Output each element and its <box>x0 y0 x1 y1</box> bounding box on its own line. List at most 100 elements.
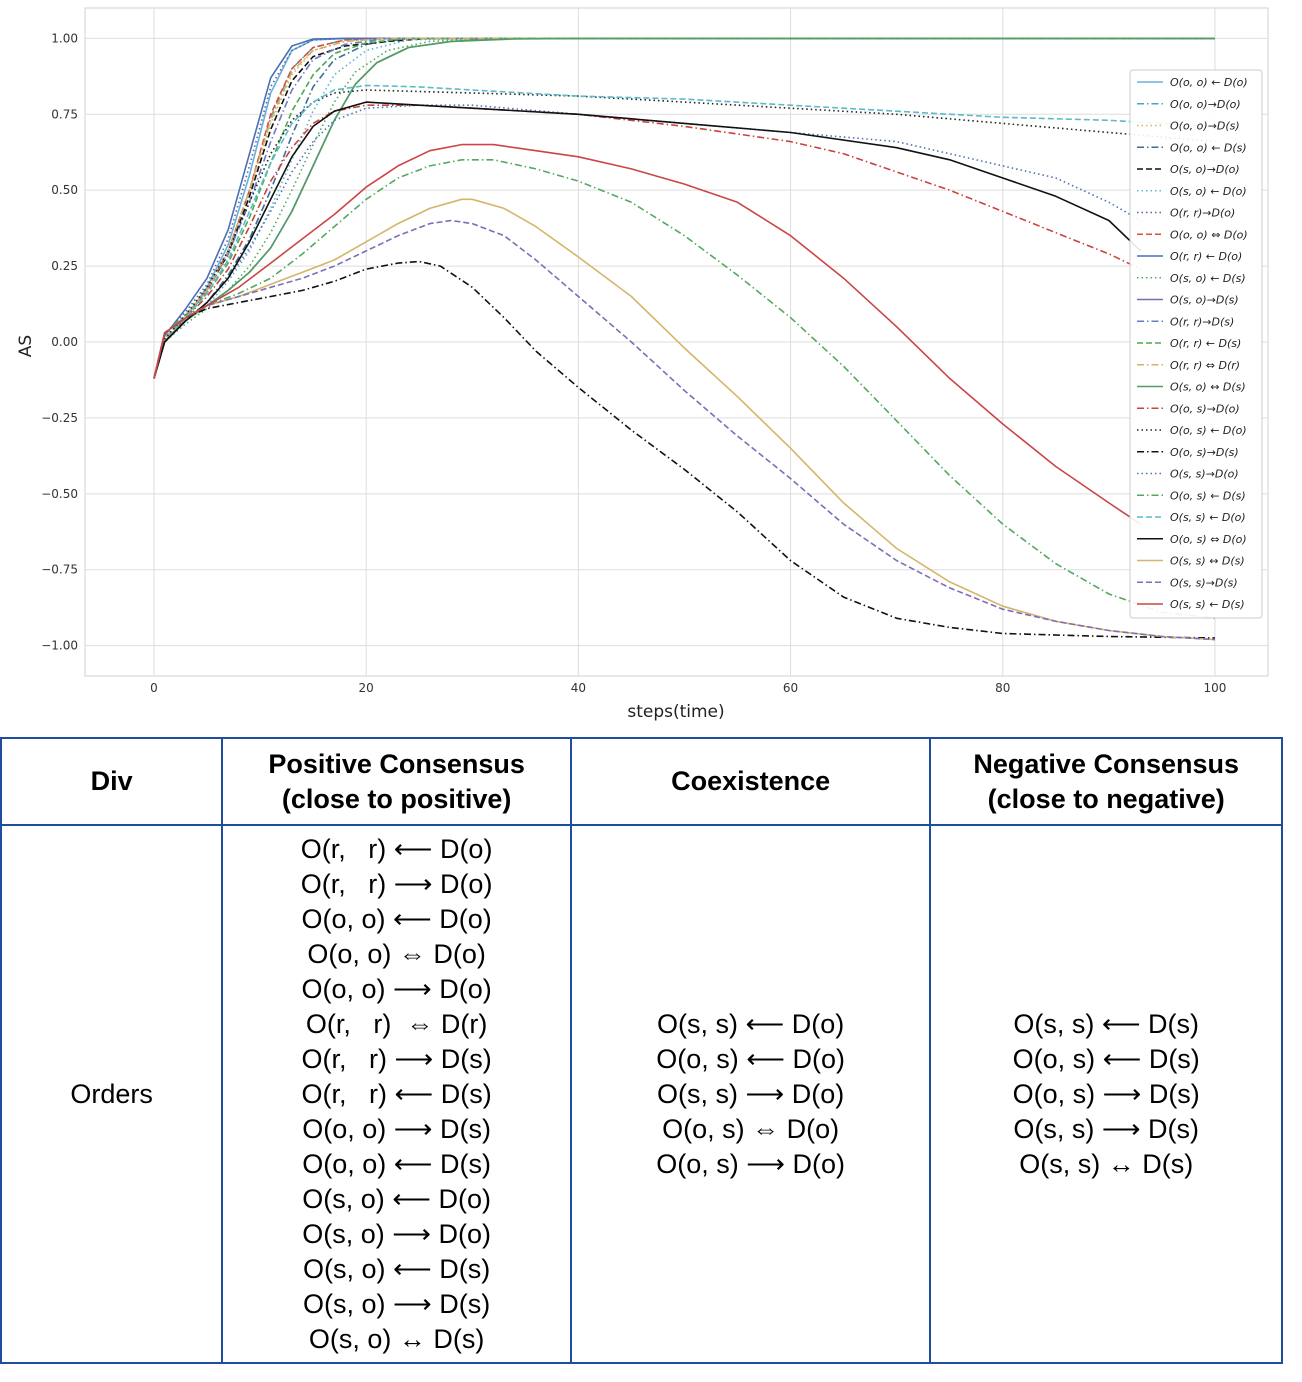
x-tick-label: 20 <box>359 681 374 695</box>
legend-entry: O(o, o)→D(s) <box>1170 120 1240 133</box>
legend-entry: O(s, o) ↔ D(s) <box>1170 381 1246 394</box>
negative-order-3: O(o, s) ⟶ D(s) <box>1012 1078 1200 1109</box>
series-line-24 <box>153 219 1216 641</box>
legend-entry: O(o, s)→D(s) <box>1170 446 1239 459</box>
y-tick-labels: 1.00 0.75 0.50 0.25 0.00 −0.25 −0.50 −0.75 −1.00 <box>41 31 78 652</box>
legend-box <box>1129 69 1263 619</box>
y-tick-label: 0.50 <box>51 183 78 197</box>
legend-entry: O(s, o) ← D(s) <box>1170 272 1246 285</box>
series-line-14 <box>153 37 1215 379</box>
header-negative-line1: Negative Consensus <box>973 748 1239 779</box>
table-row: Orders O(r, r) ⟵ D(o) O(r, r) ⟶ D(o) O(o, … <box>0 824 1283 1364</box>
y-tick-label: 1.00 <box>51 31 78 45</box>
positive-order-11: O(s, o) ⟵ D(o) <box>302 1183 491 1214</box>
positive-order-4: O(o, o) ⇔ D(o) <box>307 938 486 969</box>
positive-order-7: O(r, r) ⟶ D(s) <box>301 1043 492 1074</box>
coexistence-order-5: O(o, s) ⟶ D(o) <box>656 1148 845 1179</box>
legend-entry: O(s, s) ← D(s) <box>1170 598 1245 611</box>
legend-entry: O(s, s)→D(o) <box>1170 468 1239 481</box>
series-line-22 <box>153 101 1142 379</box>
legend-entry: O(r, r) ⇔ D(r) <box>1170 359 1240 372</box>
header-positive-line2: (close to positive) <box>281 783 512 814</box>
series-line-20 <box>153 159 1216 620</box>
header-positive-consensus: Positive Consensus (close to positive) <box>221 737 572 826</box>
results-table: Div Positive Consensus (close to positiv… <box>0 737 1283 1364</box>
legend: O(o, o) ← D(o) O(o, o)→D(o) O(o, o)→D(s) O(… <box>1129 69 1263 619</box>
results-table-container: Div Positive Consensus (close to positiv… <box>0 737 1284 1365</box>
legend-entry: O(s, o)→D(o) <box>1170 163 1240 176</box>
legend-entry: O(s, s) ← D(o) <box>1170 511 1246 524</box>
header-negative-line2: (close to negative) <box>987 783 1225 814</box>
positive-order-15: O(s, o) ↔ D(s) <box>308 1323 485 1354</box>
positive-order-14: O(s, o) ⟶ D(s) <box>303 1288 491 1319</box>
legend-entry: O(o, o)→D(o) <box>1170 98 1241 111</box>
header-div: Div <box>0 737 224 826</box>
x-tick-labels: 0 20 40 60 80 100 <box>150 681 1226 695</box>
legend-entry: O(r, r)→D(s) <box>1170 315 1234 328</box>
coexistence-order-1: O(s, s) ⟵ D(o) <box>657 1008 845 1039</box>
row-label-orders: Orders <box>0 824 224 1364</box>
positive-order-10: O(o, o) ⟵ D(s) <box>302 1148 491 1179</box>
x-tick-label: 40 <box>571 681 586 695</box>
coexistence-order-4: O(o, s) ⇔ D(o) <box>662 1113 840 1144</box>
series-line-23 <box>153 198 1216 641</box>
legend-entry: O(r, r) ← D(o) <box>1170 250 1242 263</box>
series-line-17 <box>153 89 1216 379</box>
legend-entry: O(o, s) ← D(o) <box>1170 424 1247 437</box>
legend-entry: O(s, o)→D(s) <box>1170 294 1239 307</box>
positive-order-5: O(o, o) ⟶ D(o) <box>301 973 492 1004</box>
positive-order-13: O(s, o) ⟵ D(s) <box>303 1253 491 1284</box>
y-tick-label: −0.50 <box>41 487 78 501</box>
negative-order-5: O(s, s) ↔ D(s) <box>1019 1148 1194 1179</box>
y-axis-title: AS <box>16 335 36 357</box>
series-line-12 <box>153 37 1215 379</box>
legend-entry: O(o, o) ← D(s) <box>1170 141 1247 154</box>
y-tick-label: 0.75 <box>51 107 78 121</box>
series-line-18 <box>153 260 1216 639</box>
x-tick-label: 80 <box>995 681 1010 695</box>
negative-order-4: O(s, s) ⟶ D(s) <box>1013 1113 1200 1144</box>
series-line-9 <box>153 37 1215 379</box>
series-line-16 <box>153 104 1142 379</box>
y-tick-label: 0.25 <box>51 259 78 273</box>
y-tick-label: −1.00 <box>41 639 78 653</box>
positive-orders-cell: O(r, r) ⟵ D(o) O(r, r) ⟶ D(o) O(o, o) ⟵ D(… <box>221 824 572 1364</box>
coexistence-order-3: O(s, s) ⟶ D(o) <box>657 1078 845 1109</box>
positive-order-1: O(r, r) ⟵ D(o) <box>300 833 493 864</box>
x-axis-title: steps(time) <box>627 702 724 722</box>
legend-entry: O(r, r)→D(o) <box>1170 207 1235 220</box>
negative-order-2: O(o, s) ⟵ D(s) <box>1012 1043 1200 1074</box>
positive-order-12: O(s, o) ⟶ D(o) <box>302 1218 491 1249</box>
x-tick-label: 0 <box>150 681 158 695</box>
negative-order-1: O(s, s) ⟵ D(s) <box>1013 1008 1200 1039</box>
positive-order-9: O(o, o) ⟶ D(s) <box>302 1113 491 1144</box>
positive-order-2: O(r, r) ⟶ D(o) <box>300 868 493 899</box>
table-header-row: Div Positive Consensus (close to positiv… <box>0 737 1283 826</box>
legend-entry: O(r, r) ← D(s) <box>1170 337 1241 350</box>
coexistence-orders-cell: O(s, s) ⟵ D(o) O(o, s) ⟵ D(o) O(s, s) ⟶ D(… <box>569 824 932 1364</box>
coexistence-order-2: O(o, s) ⟵ D(o) <box>656 1043 845 1074</box>
x-tick-label: 100 <box>1203 681 1226 695</box>
y-tick-label: −0.75 <box>41 563 78 577</box>
legend-entry: O(o, o) ← D(o) <box>1170 76 1248 89</box>
y-tick-label: 0.00 <box>51 335 78 349</box>
legend-entry: O(o, s)→D(o) <box>1170 402 1240 415</box>
series-line-21 <box>153 84 1216 379</box>
header-coexistence: Coexistence <box>569 737 932 826</box>
positive-order-3: O(o, o) ⟵ D(o) <box>301 903 492 934</box>
positive-order-8: O(r, r) ⟵ D(s) <box>301 1078 492 1109</box>
series-lines <box>153 37 1216 641</box>
series-line-15 <box>153 37 1215 379</box>
legend-entry: O(s, s) ↔ D(s) <box>1170 555 1245 568</box>
legend-entry: O(s, s)→D(s) <box>1170 576 1238 589</box>
series-line-25 <box>153 143 1142 525</box>
header-negative-consensus: Negative Consensus (close to negative) <box>929 737 1283 826</box>
legend-entry: O(o, s) ⇔ D(o) <box>1170 533 1247 546</box>
legend-entry: O(o, s) ← D(s) <box>1170 489 1246 502</box>
y-tick-label: −0.25 <box>41 411 78 425</box>
positive-order-6: O(r, r) ⇔ D(r) <box>305 1008 488 1039</box>
legend-entry: O(s, o) ← D(o) <box>1170 185 1247 198</box>
x-tick-label: 60 <box>783 681 798 695</box>
series-line-10 <box>153 37 1215 379</box>
negative-orders-cell: O(s, s) ⟵ D(s) O(o, s) ⟵ D(s) O(o, s) ⟶ D(… <box>929 824 1283 1364</box>
